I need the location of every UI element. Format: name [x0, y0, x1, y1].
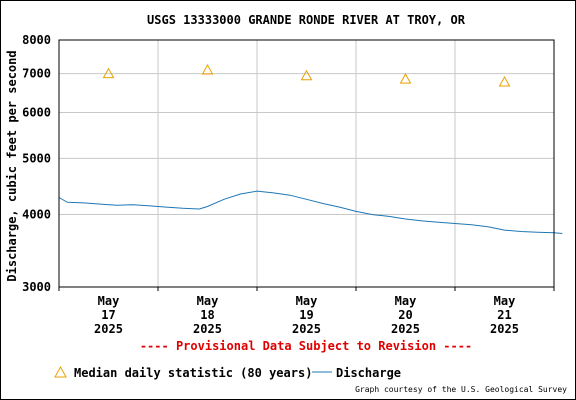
- x-tick-label: 2025: [94, 322, 123, 336]
- discharge-line: [58, 190, 563, 234]
- x-tick-label: 17: [101, 308, 115, 322]
- y-axis-label: Discharge, cubic feet per second: [5, 50, 19, 281]
- x-tick-label: 21: [497, 308, 511, 322]
- legend-median-triangle-icon: [54, 365, 67, 378]
- x-tick-label: May: [98, 294, 120, 308]
- provisional-notice: ---- Provisional Data Subject to Revisio…: [140, 339, 472, 353]
- x-tick-label: 2025: [292, 322, 321, 336]
- y-tick-label: 3000: [22, 280, 51, 294]
- y-tick-label: 6000: [22, 105, 51, 119]
- x-tick-label: 18: [200, 308, 214, 322]
- y-tick-label: 5000: [22, 151, 51, 165]
- x-tick-label: May: [494, 294, 516, 308]
- x-tick-labels: May172025May182025May192025May202025May2…: [94, 294, 519, 336]
- median-triangle-marker: [300, 69, 313, 81]
- x-tick-label: 2025: [193, 322, 222, 336]
- legend-discharge-label: Discharge: [336, 366, 401, 380]
- x-tick-label: 2025: [490, 322, 519, 336]
- y-tick-label: 4000: [22, 208, 51, 222]
- y-tick-labels: 3000 4000 5000 6000 7000 8000: [22, 33, 51, 294]
- x-tick-label: May: [395, 294, 417, 308]
- y-tick-label: 8000: [22, 33, 51, 47]
- chart-title: USGS 13333000 GRANDE RONDE RIVER AT TROY…: [147, 13, 466, 27]
- x-tick-label: 20: [398, 308, 412, 322]
- plot-area: [59, 40, 554, 287]
- x-tick-label: May: [296, 294, 318, 308]
- legend-median-label: Median daily statistic (80 years): [74, 366, 312, 380]
- gridlines: [58, 40, 555, 291]
- median-triangle-marker: [498, 76, 511, 87]
- x-tick-label: May: [197, 294, 219, 308]
- median-triangle-marker: [201, 64, 214, 75]
- x-tick-label: 2025: [391, 322, 420, 336]
- usgs-credit: Graph courtesy of the U.S. Geological Su…: [355, 385, 567, 394]
- y-tick-label: 7000: [22, 67, 51, 81]
- series-layer: [58, 64, 563, 234]
- legend: Median daily statistic (80 years) Discha…: [54, 365, 401, 380]
- median-triangle-marker: [399, 73, 412, 84]
- plot-border: [58, 39, 555, 288]
- x-tick-label: 19: [299, 308, 313, 322]
- median-triangle-marker: [102, 67, 115, 79]
